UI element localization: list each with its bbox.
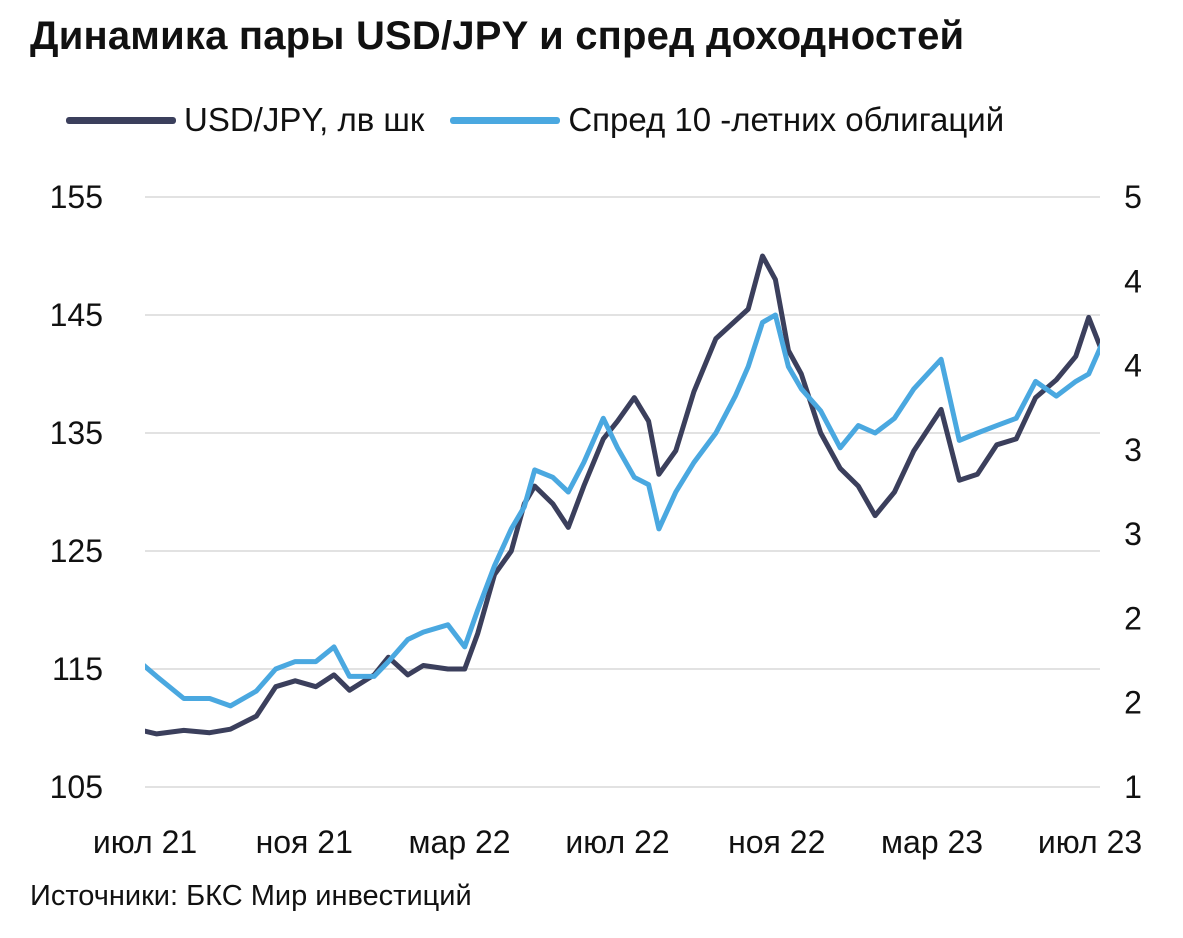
x-tick-label: июл 23 [1038,824,1142,860]
x-tick-label: июл 22 [565,824,669,860]
y-right-tick-label: 3 [1124,516,1142,552]
y-right-tick-label: 1 [1124,769,1142,805]
legend-item-usdjpy: USD/JPY, лв шк [66,101,424,139]
y-right-tick-label: 5 [1124,179,1142,215]
legend-swatch-spread [450,116,561,124]
x-tick-label: июл 21 [93,824,197,860]
y-left-tick-label: 105 [50,769,103,805]
legend-label-spread: Спред 10 -летних облигаций [568,101,1005,138]
y-left-tick-label: 115 [52,651,103,687]
x-tick-label: мар 23 [881,824,983,860]
legend-label-usdjpy: USD/JPY, лв шк [184,101,425,138]
series-line-usdjpy [145,253,1100,737]
y-right-tick-label: 2 [1124,685,1142,721]
legend: USD/JPY, лв шк Спред 10 -летних облигаци… [66,98,1030,142]
y-right-tick-label: 4 [1124,263,1142,299]
legend-swatch-usdjpy [66,116,176,124]
y-left-tick-label: 155 [50,179,103,215]
x-tick-label: мар 22 [409,824,511,860]
y-left-tick-label: 125 [50,533,103,569]
series-line-spread [145,312,1100,709]
x-tick-label: ноя 21 [256,824,353,860]
chart-title: Динамика пары USD/JPY и спред доходносте… [30,14,965,58]
y-right-tick-label: 4 [1124,348,1142,384]
y-left-tick-label: 145 [50,297,103,333]
legend-item-spread: Спред 10 -летних облигаций [450,101,1004,139]
y-left-tick-label: 135 [50,415,103,451]
y-right-tick-label: 3 [1124,432,1142,468]
y-right-tick-label: 2 [1124,600,1142,636]
x-tick-label: ноя 22 [728,824,825,860]
source-note: Источники: БКС Мир инвестиций [30,880,472,912]
